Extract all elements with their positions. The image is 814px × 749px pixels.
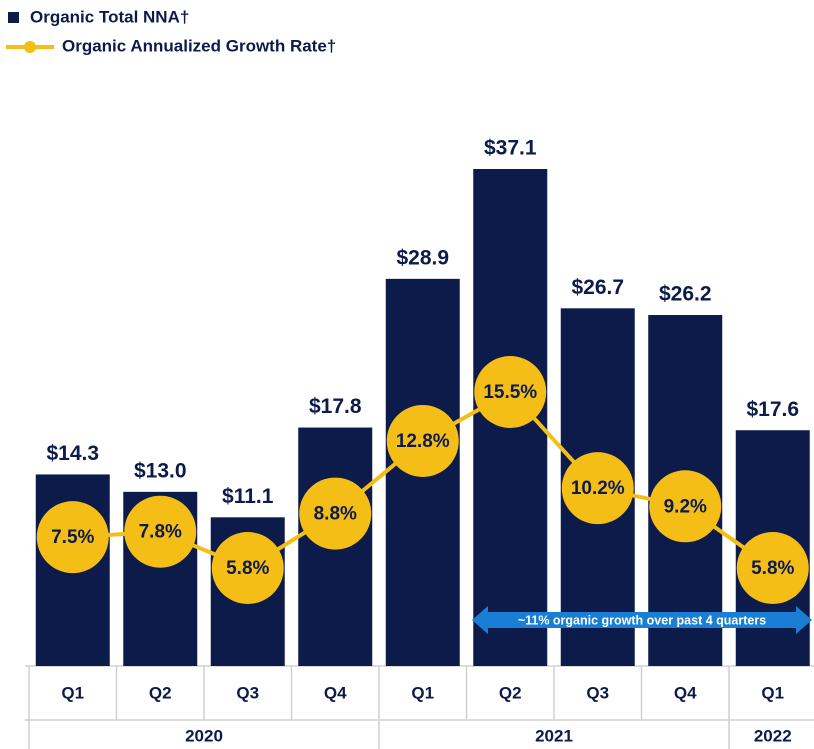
line-marker — [474, 356, 547, 428]
line-marker — [561, 452, 634, 525]
x-tick-label: Q2 — [149, 683, 172, 702]
x-tick-label: Q3 — [586, 683, 609, 702]
x-tick-label: Q4 — [324, 683, 347, 702]
line-value-label: 15.5% — [483, 382, 537, 403]
bar-value-label: $17.8 — [309, 395, 362, 418]
x-tick-label: Q1 — [761, 683, 784, 702]
line-marker — [299, 477, 372, 550]
x-tick-label: Q3 — [236, 683, 259, 702]
bar-value-label: $26.7 — [571, 276, 624, 299]
line-marker — [211, 532, 284, 604]
annotation: ~11% organic growth over past 4 quarters — [518, 613, 766, 627]
bar-value-label: $26.2 — [659, 283, 712, 306]
line-marker — [649, 470, 722, 543]
bar-value-label: $13.0 — [134, 459, 187, 482]
legend-label: Organic Total NNA† — [30, 7, 189, 26]
x-tick-label: Q4 — [674, 683, 697, 702]
line-value-label: 5.8% — [751, 558, 794, 579]
line-value-label: 10.2% — [571, 478, 625, 499]
bar-value-label: $37.1 — [484, 137, 537, 160]
bar-value-label: $17.6 — [746, 398, 799, 421]
line-marker — [736, 532, 809, 604]
line-value-label: 9.2% — [664, 496, 707, 517]
year-label: 2022 — [754, 726, 792, 745]
line-marker — [124, 495, 197, 568]
annotation-arrow — [472, 606, 812, 634]
x-tick-label: Q1 — [411, 683, 434, 702]
line-value-label: 8.8% — [314, 504, 357, 525]
year-label: 2020 — [185, 726, 223, 745]
bar-value-label: $11.1 — [222, 485, 274, 508]
line-marker — [386, 404, 459, 477]
bar-value-label: $28.9 — [396, 246, 449, 269]
line-marker — [36, 501, 109, 574]
bar-value-label: $14.3 — [46, 442, 99, 465]
legend-swatch-bar — [8, 12, 19, 23]
line-value-label: 7.5% — [51, 527, 94, 548]
legend-label: Organic Annualized Growth Rate† — [62, 36, 336, 55]
x-tick-label: Q1 — [61, 683, 84, 702]
year-label: 2021 — [535, 726, 573, 745]
line-value-label: 5.8% — [226, 558, 269, 579]
line-value-label: 7.8% — [139, 522, 182, 543]
legend-swatch-marker — [24, 41, 36, 53]
x-tick-label: Q2 — [499, 683, 522, 702]
line-value-label: 12.8% — [396, 431, 450, 452]
